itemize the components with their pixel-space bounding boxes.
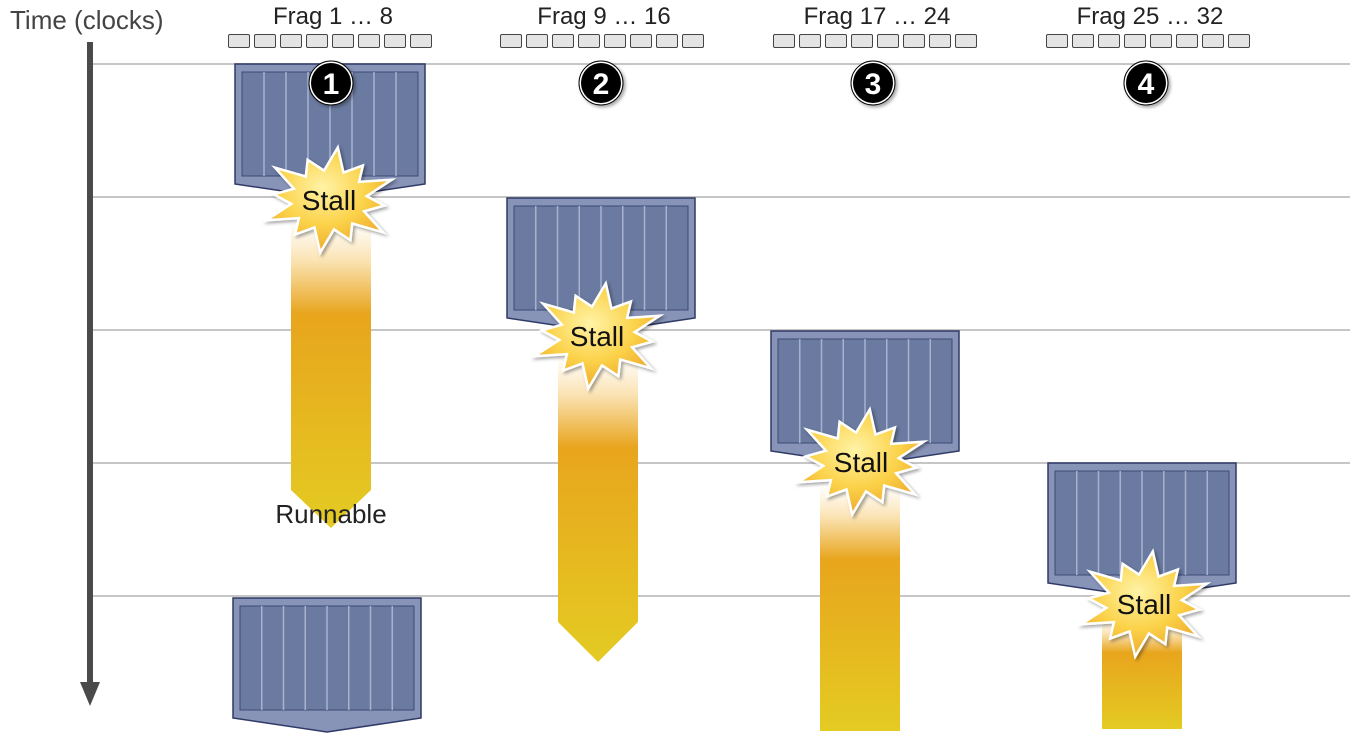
- group-2-badge: 2: [578, 60, 624, 106]
- fragment-slot: [630, 34, 652, 48]
- group-4-number: 4: [1138, 68, 1155, 101]
- group-1-badge: 1: [308, 60, 354, 106]
- fragment-slot: [656, 34, 678, 48]
- fragment-slot: [384, 34, 406, 48]
- fragment-slot: [955, 34, 977, 48]
- group-2-block: [506, 197, 696, 333]
- stall-burst-2: Stall: [529, 280, 665, 392]
- group-3-number: 3: [865, 68, 882, 101]
- fragment-slot: [929, 34, 951, 48]
- group-3-block: [770, 330, 960, 466]
- fragment-slot: [1072, 34, 1094, 48]
- fragment-slot: [358, 34, 380, 48]
- time-axis-line: [87, 42, 93, 682]
- fragment-slot: [280, 34, 302, 48]
- time-axis-label: Time (clocks): [10, 5, 164, 35]
- group-3-badge: 3: [850, 60, 896, 106]
- runnable-arrow-3: [820, 486, 900, 731]
- group-1-title: Frag 1 … 8: [272, 3, 394, 30]
- group-2-fragment-slots: [500, 34, 704, 48]
- stall-burst-3: Stall: [793, 406, 929, 518]
- fragment-slot: [306, 34, 328, 48]
- stall-label: Stall: [302, 185, 356, 216]
- fragment-slot: [410, 34, 432, 48]
- fragment-slot: [682, 34, 704, 48]
- stall-label: Stall: [570, 321, 624, 352]
- fragment-slot: [552, 34, 574, 48]
- group-2-number: 2: [593, 68, 610, 101]
- runnable-label: Runnable: [275, 499, 386, 529]
- stall-label: Stall: [834, 447, 888, 478]
- fragment-slot: [799, 34, 821, 48]
- group-1-number: 1: [323, 68, 340, 101]
- time-axis-arrow: [80, 42, 100, 706]
- fragment-slot: [773, 34, 795, 48]
- fragment-slot: [1124, 34, 1146, 48]
- fragment-slot: [1150, 34, 1172, 48]
- fragment-slot: [332, 34, 354, 48]
- stall-burst-4: Stall: [1076, 548, 1212, 660]
- time-axis-arrowhead: [80, 682, 100, 706]
- fragment-slot: [1202, 34, 1224, 48]
- group-4-title: Frag 25 … 32: [1076, 3, 1224, 30]
- fragment-slot: [1176, 34, 1198, 48]
- group-3-fragment-slots: [773, 34, 977, 48]
- group-3-title: Frag 17 … 24: [803, 3, 951, 30]
- runnable-arrow-2: [558, 356, 638, 662]
- fragment-slot: [578, 34, 600, 48]
- fragment-slot: [1098, 34, 1120, 48]
- fragment-slot: [877, 34, 899, 48]
- group-4-badge: 4: [1123, 60, 1169, 106]
- runnable-arrow-1: [291, 222, 371, 528]
- fragment-slot: [903, 34, 925, 48]
- fragment-slot: [500, 34, 522, 48]
- stall-burst-1: Stall: [261, 144, 397, 256]
- fragment-slot: [825, 34, 847, 48]
- fragment-slot: [526, 34, 548, 48]
- stall-bursts: Stall Stall Stall Stall: [261, 144, 1212, 660]
- group-2-title: Frag 9 … 16: [537, 3, 671, 30]
- fragment-slot: [1046, 34, 1068, 48]
- stall-label: Stall: [1117, 589, 1171, 620]
- execution-blocks: [232, 63, 1237, 733]
- runnable-arrow-4: [1102, 620, 1182, 729]
- group-4-fragment-slots: [1046, 34, 1250, 48]
- group-4-block: [1047, 462, 1237, 598]
- fragment-slot: [228, 34, 250, 48]
- fragment-slot: [1228, 34, 1250, 48]
- fragment-slot: [851, 34, 873, 48]
- group-1-block-2: [232, 597, 422, 733]
- fragment-slot: [604, 34, 626, 48]
- group-1-fragment-slots: [228, 34, 432, 48]
- fragment-slot: [254, 34, 276, 48]
